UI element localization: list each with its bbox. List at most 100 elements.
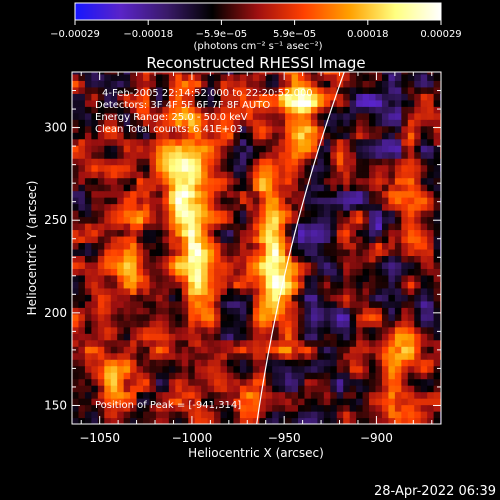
heatmap-cell	[84, 132, 92, 140]
heatmap-cell	[194, 203, 202, 211]
heatmap-cell	[427, 346, 435, 354]
heatmap-cell	[407, 248, 415, 257]
heatmap-cell	[130, 398, 138, 406]
heatmap-cell	[323, 190, 331, 198]
heatmap-cell	[407, 210, 415, 218]
heatmap-cell	[220, 210, 228, 218]
heatmap-cell	[162, 210, 170, 218]
heatmap-cell	[369, 164, 377, 172]
heatmap-cell	[369, 216, 377, 224]
heatmap-cell	[149, 190, 157, 198]
heatmap-cell	[278, 125, 286, 133]
heatmap-cell	[356, 391, 364, 399]
heatmap-cell	[323, 307, 331, 315]
heatmap-cell	[214, 72, 222, 75]
heatmap-cell	[310, 184, 318, 192]
heatmap-cell	[155, 99, 164, 107]
heatmap-cell	[265, 72, 273, 75]
heatmap-cell	[233, 346, 241, 354]
heatmap-cell	[401, 222, 409, 231]
heatmap-cell	[420, 210, 428, 218]
heatmap-cell	[401, 255, 409, 263]
heatmap-cell	[323, 398, 331, 406]
heatmap-cell	[349, 326, 357, 334]
heatmap-cell	[375, 197, 383, 205]
heatmap-cell	[226, 287, 235, 295]
heatmap-cell	[188, 411, 196, 419]
heatmap-cell	[175, 203, 183, 211]
heatmap-cell	[155, 171, 164, 179]
heatmap-cell	[246, 190, 254, 198]
heatmap-cell	[414, 385, 422, 393]
heatmap-cell	[330, 151, 338, 159]
heatmap-cell	[375, 229, 383, 237]
heatmap-cell	[278, 385, 286, 393]
heatmap-cell	[362, 86, 370, 94]
heatmap-cell	[310, 190, 318, 198]
heatmap-cell	[214, 164, 222, 172]
heatmap-cell	[136, 359, 144, 367]
heatmap-cell	[201, 222, 209, 231]
heatmap-cell	[84, 190, 92, 198]
heatmap-cell	[388, 216, 396, 224]
heatmap-cell	[388, 339, 396, 347]
heatmap-cell	[310, 339, 318, 347]
heatmap-cell	[91, 86, 99, 94]
heatmap-cell	[291, 346, 299, 354]
heatmap-cell	[336, 112, 344, 120]
heatmap-cell	[330, 333, 338, 341]
heatmap-cell	[233, 138, 241, 146]
heatmap-cell	[194, 210, 202, 218]
heatmap-cell	[323, 184, 331, 192]
heatmap-cell	[323, 294, 331, 302]
heatmap-cell	[194, 359, 202, 367]
heatmap-cell	[433, 398, 441, 406]
heatmap-cell	[201, 378, 209, 386]
heatmap-cell	[220, 333, 228, 341]
heatmap-cell	[110, 125, 118, 133]
heatmap-cell	[323, 138, 331, 146]
heatmap-cell	[407, 326, 415, 334]
heatmap-cell	[259, 164, 267, 172]
heatmap-cell	[394, 99, 402, 107]
heatmap-cell	[239, 93, 247, 101]
heatmap-cell	[104, 73, 112, 81]
heatmap-cell	[381, 210, 390, 218]
heatmap-cell	[285, 112, 293, 120]
heatmap-cell	[401, 352, 409, 360]
heatmap-cell	[110, 197, 118, 205]
heatmap-cell	[207, 222, 215, 231]
heatmap-cell	[369, 190, 377, 198]
heatmap-cell	[72, 203, 80, 211]
heatmap-cell	[136, 158, 144, 166]
heatmap-cell	[78, 242, 86, 250]
heatmap-cell	[317, 171, 325, 179]
heatmap-cell	[349, 359, 357, 367]
heatmap-cell	[246, 151, 254, 159]
heatmap-cell	[84, 72, 92, 75]
heatmap-cell	[162, 417, 170, 424]
heatmap-cell	[349, 411, 357, 419]
heatmap-cell	[207, 359, 215, 367]
heatmap-cell	[136, 320, 144, 328]
heatmap-cell	[388, 222, 396, 231]
heatmap-cell	[291, 313, 299, 321]
heatmap-cell	[207, 417, 215, 424]
heatmap-cell	[401, 216, 409, 224]
heatmap-cell	[265, 287, 273, 295]
heatmap-cell	[278, 365, 286, 373]
heatmap-cell	[336, 229, 344, 237]
heatmap-cell	[381, 197, 390, 205]
heatmap-cell	[330, 203, 338, 211]
heatmap-cell	[143, 378, 151, 386]
heatmap-cell	[84, 197, 92, 205]
heatmap-cell	[381, 333, 390, 341]
heatmap-cell	[401, 346, 409, 354]
heatmap-cell	[381, 145, 390, 153]
heatmap-cell	[323, 132, 331, 140]
heatmap-cell	[168, 365, 176, 373]
annotation-energy-range: Energy Range: 25.0 - 50.0 keV	[95, 112, 248, 123]
heatmap-cell	[214, 307, 222, 315]
heatmap-cell	[123, 158, 131, 166]
heatmap-cell	[72, 164, 80, 172]
